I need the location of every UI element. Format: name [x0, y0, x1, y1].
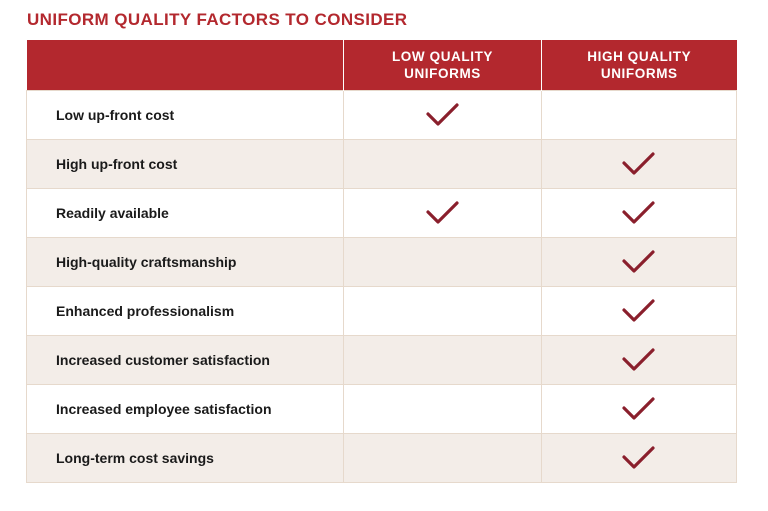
checkmark-icon	[622, 151, 656, 177]
factor-label: Increased employee satisfaction	[26, 383, 344, 434]
low-quality-cell	[343, 285, 542, 336]
high-quality-cell	[541, 334, 737, 385]
header-high-quality-line-2: UNIFORMS	[600, 65, 678, 81]
factor-label: Readily available	[26, 187, 344, 238]
header-factor	[27, 40, 344, 90]
factor-label: Increased customer satisfaction	[26, 334, 344, 385]
checkmark-icon	[622, 347, 656, 373]
high-quality-cell	[541, 236, 737, 287]
high-quality-cell	[541, 432, 737, 483]
table-row: Long-term cost savings	[26, 432, 737, 483]
high-quality-cell	[541, 187, 737, 238]
low-quality-cell	[343, 138, 542, 189]
low-quality-cell	[343, 89, 542, 140]
table-body: Low up-front cost High up-front cost Readi…	[26, 89, 737, 483]
header-low-quality-line-1: LOW QUALITY	[391, 48, 494, 64]
checkmark-icon	[622, 396, 656, 422]
checkmark-icon	[622, 249, 656, 275]
comparison-table: LOW QUALITY UNIFORMS HIGH QUALITY UNIFOR…	[26, 40, 737, 483]
checkmark-icon	[622, 445, 656, 471]
factor-label: High-quality craftsmanship	[26, 236, 344, 287]
factor-label: Low up-front cost	[26, 89, 344, 140]
high-quality-cell	[541, 383, 737, 434]
high-quality-cell	[541, 89, 737, 140]
low-quality-cell	[343, 383, 542, 434]
low-quality-cell	[343, 334, 542, 385]
header-row: LOW QUALITY UNIFORMS HIGH QUALITY UNIFOR…	[26, 40, 737, 90]
low-quality-cell	[343, 432, 542, 483]
header-low-quality-line-2: UNIFORMS	[404, 65, 481, 81]
factor-label: Long-term cost savings	[26, 432, 344, 483]
table-header: LOW QUALITY UNIFORMS HIGH QUALITY UNIFOR…	[26, 40, 737, 90]
low-quality-cell	[343, 236, 542, 287]
header-low-quality: LOW QUALITY UNIFORMS	[343, 40, 542, 90]
checkmark-icon	[622, 298, 656, 324]
table-row: Readily available	[26, 187, 737, 238]
checkmark-icon	[425, 102, 460, 128]
page-title: UNIFORM QUALITY FACTORS TO CONSIDER	[27, 10, 408, 29]
factor-label: High up-front cost	[26, 138, 344, 189]
table-row: Low up-front cost	[26, 89, 737, 140]
factor-label: Enhanced professionalism	[26, 285, 344, 336]
table-row: High-quality craftsmanship	[26, 236, 737, 287]
low-quality-cell	[343, 187, 542, 238]
table-row: Increased employee satisfaction	[26, 383, 737, 434]
table-row: Increased customer satisfaction	[26, 334, 737, 385]
checkmark-icon	[425, 200, 460, 226]
header-high-quality-line-1: HIGH QUALITY	[587, 48, 692, 64]
header-high-quality: HIGH QUALITY UNIFORMS	[541, 40, 737, 90]
table-row: High up-front cost	[26, 138, 737, 189]
checkmark-icon	[622, 200, 656, 226]
high-quality-cell	[541, 138, 737, 189]
table-row: Enhanced professionalism	[26, 285, 737, 336]
high-quality-cell	[541, 285, 737, 336]
